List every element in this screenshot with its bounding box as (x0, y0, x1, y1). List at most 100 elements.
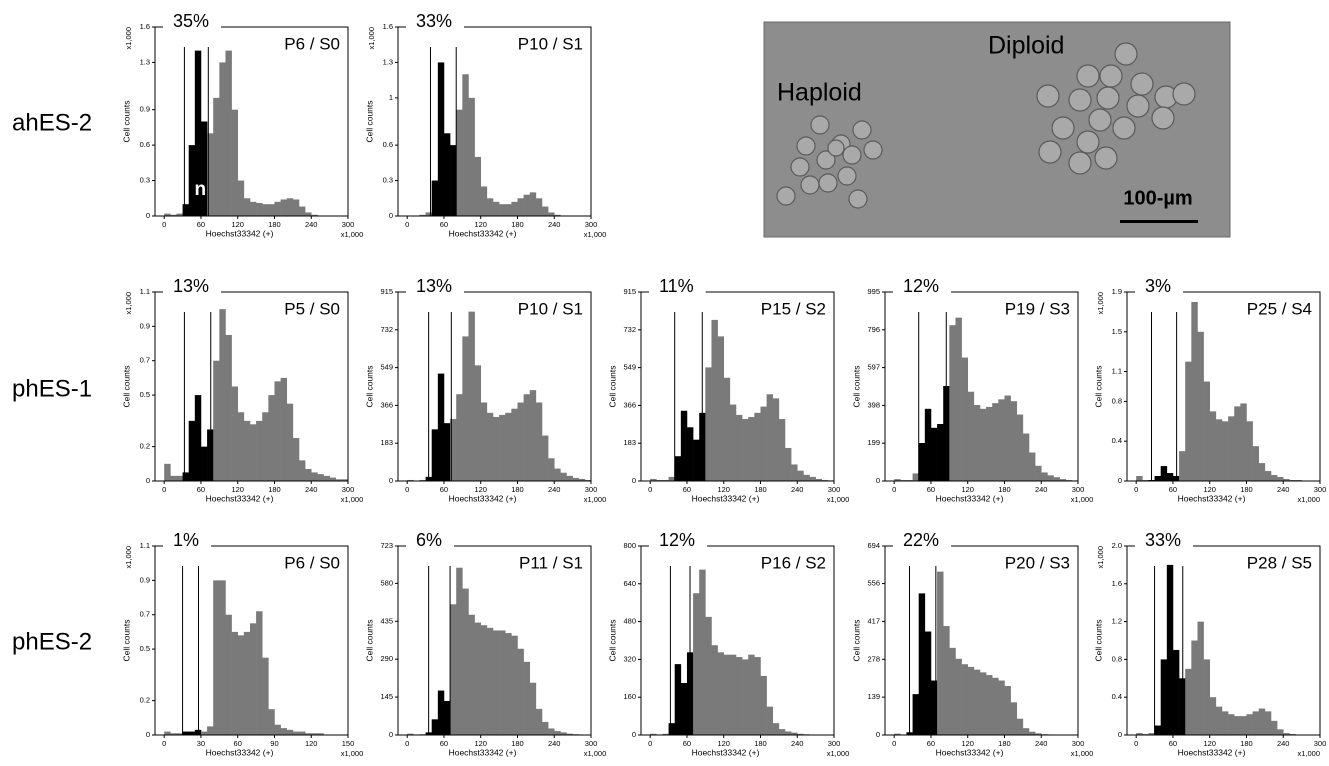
bar (1264, 711, 1272, 735)
y-tick-label: 1.1 (1112, 367, 1122, 376)
histogram-panel: 0 60 120 180 240 300 0 183 366 549 732 915 Hoechst33… (364, 276, 606, 504)
y-axis-label: Cell counts (851, 619, 861, 661)
bar (274, 201, 281, 216)
percent-annotation: 33% (1145, 530, 1181, 550)
panel-title: P20 / S3 (1005, 553, 1070, 572)
y-multiplier: x1,000 (124, 546, 133, 569)
bar (1154, 725, 1161, 735)
bar (505, 204, 512, 216)
bar (986, 675, 993, 735)
bar (480, 402, 488, 481)
y-tick-label: 732 (623, 325, 636, 334)
y-tick-label: 0 (146, 211, 150, 220)
histogram-panel: 0 60 120 180 240 300 0 0.4 0.8 1.1 1.5 1.9 Hoechst33… (1093, 276, 1326, 504)
gate-label: n (195, 179, 207, 200)
y-tick-label: 796 (867, 325, 880, 334)
percent-annotation: 3% (1145, 276, 1171, 296)
bar (650, 478, 657, 481)
x-axis-label: Hoechst33342 (+) (692, 747, 760, 757)
x-tick-label: 0 (1134, 485, 1138, 494)
bar (967, 391, 975, 481)
bar (182, 204, 189, 216)
x-tick-label: 120 (1203, 485, 1216, 494)
y-tick-label: 435 (380, 616, 393, 625)
percent-annotation: 33% (416, 11, 452, 31)
x-multiplier: x1,000 (584, 495, 607, 504)
bar (305, 733, 312, 735)
bar (237, 180, 245, 216)
bar (699, 569, 706, 735)
bar (443, 133, 451, 216)
bar (443, 423, 451, 481)
bar (711, 319, 718, 481)
bar (809, 476, 816, 481)
bar (462, 588, 469, 735)
bar (1179, 451, 1186, 481)
y-tick-label: 366 (380, 400, 393, 409)
x-tick-label: 60 (927, 485, 935, 494)
y-tick-label: 1.1 (140, 287, 150, 296)
bar (298, 206, 306, 216)
bar (188, 145, 196, 216)
x-tick-label: 240 (305, 220, 318, 229)
bar (311, 472, 318, 481)
bar (225, 614, 232, 735)
x-tick-label: 120 (231, 485, 244, 494)
bar (748, 654, 755, 735)
bar (499, 414, 506, 481)
bar (317, 733, 324, 735)
y-tick-label: 1.3 (140, 57, 150, 66)
bar (225, 50, 232, 216)
bar (468, 97, 475, 216)
y-multiplier: x1,000 (1096, 546, 1105, 569)
y-tick-label: 1.6 (1112, 579, 1122, 588)
bar (693, 439, 700, 481)
x-tick-label: 60 (440, 485, 448, 494)
y-multiplier: x1,000 (124, 27, 133, 50)
y-tick-label: 0 (632, 730, 636, 739)
x-tick-label: 0 (162, 220, 166, 229)
bar (213, 360, 220, 481)
bar (431, 429, 439, 481)
plot-frame (884, 545, 1079, 736)
bar (462, 74, 469, 216)
bar (188, 420, 196, 481)
bar (1264, 471, 1272, 481)
y-axis-label: Cell counts (1093, 365, 1103, 407)
x-multiplier: x1,000 (1071, 495, 1094, 504)
bar (791, 732, 798, 735)
bar (1228, 416, 1235, 481)
y-tick-label: 995 (867, 287, 880, 296)
y-tick-label: 398 (867, 400, 880, 409)
bar (292, 438, 300, 481)
bar (1228, 714, 1235, 735)
bar (207, 726, 214, 735)
y-tick-label: 640 (623, 579, 636, 588)
y-tick-label: 2.0 (1112, 541, 1122, 550)
bar (1166, 473, 1174, 481)
bar (249, 201, 257, 216)
bar (554, 214, 561, 216)
x-multiplier: x1,000 (341, 230, 364, 239)
y-multiplier: x1,000 (1096, 292, 1105, 315)
bar (243, 198, 251, 216)
x-tick-label: 300 (585, 485, 598, 494)
bar (924, 631, 932, 735)
bar (450, 419, 457, 481)
y-axis-label: Cell counts (607, 365, 617, 407)
x-tick-label: 0 (1134, 739, 1138, 748)
bar (668, 723, 675, 735)
bar (164, 213, 171, 216)
bar (998, 399, 1005, 481)
x-tick-label: 300 (1314, 739, 1327, 748)
x-axis-label: Hoechst33342 (+) (449, 228, 517, 238)
bar (170, 214, 177, 216)
bar (717, 652, 725, 735)
plot-frame (154, 545, 349, 736)
bar (1022, 728, 1030, 735)
x-axis-label: Hoechst33342 (+) (206, 747, 274, 757)
bar (797, 470, 804, 481)
x-multiplier: x1,000 (1297, 495, 1320, 504)
panel-title: P11 / S1 (519, 553, 583, 572)
x-tick-label: 0 (405, 220, 409, 229)
